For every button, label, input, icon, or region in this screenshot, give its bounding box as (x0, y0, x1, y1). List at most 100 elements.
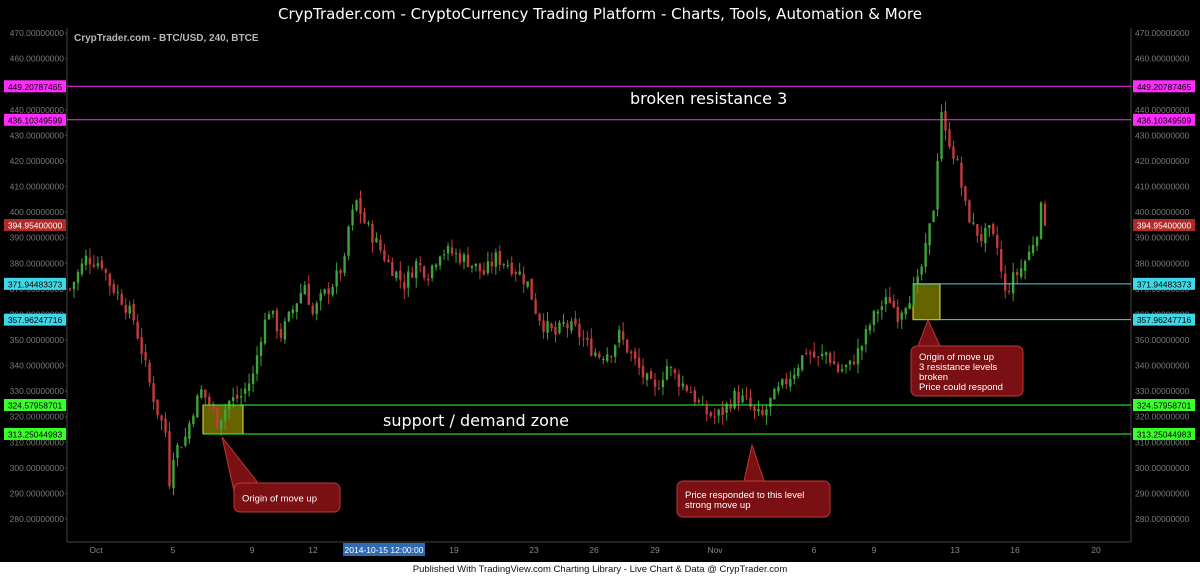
candle-body (614, 345, 617, 357)
y-tick-label-right: 430.00000000 (1135, 130, 1190, 140)
candle-body (395, 271, 398, 279)
candle-body (598, 353, 601, 358)
candle-body (578, 323, 581, 338)
candle-body (900, 312, 903, 320)
candle-body (852, 361, 856, 365)
candle-body (343, 256, 346, 273)
candle-body (606, 354, 609, 362)
y-tick-label-left: 310.00000000 (10, 437, 65, 447)
candle-body (629, 351, 633, 354)
candle-body (506, 265, 509, 267)
candle-body (745, 395, 748, 397)
candle-body (482, 270, 486, 275)
candle-body (311, 305, 314, 314)
level-badge-label: 449.20787465 (8, 82, 63, 92)
candle-body (621, 331, 625, 340)
candle-body (287, 311, 291, 321)
candle-body (470, 265, 474, 268)
y-tick-label-right: 310.00000000 (1135, 437, 1190, 447)
level-badge-label: 436.10349599 (1137, 115, 1192, 125)
candle-body (554, 326, 557, 335)
candle-body (231, 397, 235, 401)
candle-body (590, 338, 593, 356)
candles-layer (68, 101, 1047, 496)
crosshair-date-badge: 2014-10-15 12:00:00 (343, 543, 425, 556)
candle-body (319, 293, 322, 301)
candle-body (729, 404, 732, 409)
candle-body (574, 318, 577, 325)
x-tick-label: 9 (872, 545, 877, 555)
candle-body (160, 415, 163, 421)
candle-body (1043, 203, 1047, 226)
level-badge-label: 371.94483373 (1137, 279, 1192, 289)
symbol-label: CrypTrader.com - BTC/USD, 240, BTCE (74, 33, 259, 44)
candle-body (144, 351, 147, 361)
candle-body (92, 264, 96, 267)
candle-body (172, 459, 175, 489)
y-tick-label-left: 420.00000000 (10, 156, 65, 166)
candle-body (681, 383, 685, 387)
level-badge-label: 371.94483373 (8, 279, 63, 289)
candle-body (255, 355, 259, 374)
x-tick-label: 9 (250, 545, 255, 555)
candle-body (928, 223, 931, 246)
candle-body (1031, 245, 1035, 254)
candle-body (243, 388, 247, 394)
candlestick-chart[interactable]: 280.00000000 290.00000000 300.00000000 310.… (0, 28, 1200, 562)
candle-body (239, 396, 243, 398)
candle-body (72, 282, 76, 289)
price-responded-callout-box (676, 480, 831, 518)
candle-body (824, 352, 828, 356)
candle-body (984, 228, 987, 244)
y-tick-label-left: 280.00000000 (10, 514, 65, 524)
level-badge (1133, 427, 1195, 440)
level-badge (1133, 313, 1195, 326)
candle-body (267, 313, 271, 320)
y-tick-label-left: 470.00000000 (10, 28, 65, 38)
candle-body (737, 391, 740, 404)
candle-body (1011, 272, 1015, 294)
origin-right-callout-text: broken (919, 372, 948, 383)
candle-body (972, 222, 975, 224)
candle-body (454, 253, 458, 255)
candle-body (327, 288, 330, 295)
candle-body (235, 394, 239, 399)
candle-body (721, 407, 724, 416)
candle-body (793, 374, 796, 379)
y-tick-label-right: 390.00000000 (1135, 233, 1190, 243)
x-tick-label: 23 (529, 545, 539, 555)
candle-body (868, 325, 872, 331)
candle-body (379, 239, 382, 251)
level-badge (4, 427, 66, 440)
candle-body (486, 261, 490, 274)
candle-body (777, 386, 780, 392)
candle-body (693, 390, 696, 403)
crosshair-date-label: 2014-10-15 12:00:00 (345, 545, 424, 555)
candle-body (725, 403, 728, 413)
candle-body (442, 254, 446, 256)
candle-body (1019, 268, 1023, 277)
candle-body (224, 409, 227, 421)
last-price-label: 394.95400000 (1137, 221, 1192, 231)
y-tick-label-left: 290.00000000 (10, 488, 65, 498)
y-tick-label-right: 320.00000000 (1135, 412, 1190, 422)
candle-body (844, 365, 848, 368)
candle-body (546, 321, 549, 333)
candle-body (474, 263, 478, 267)
candle-body (438, 256, 442, 266)
x-tick-label: 16 (1010, 545, 1020, 555)
y-tick-label-right: 410.00000000 (1135, 182, 1190, 192)
candle-body (387, 259, 390, 262)
candle-body (812, 351, 816, 358)
candle-body (785, 378, 788, 385)
candle-body (220, 419, 223, 430)
candle-body (801, 355, 804, 370)
candle-body (247, 383, 251, 391)
last-price-badge (4, 219, 66, 232)
candle-body (864, 329, 868, 345)
level-badge-label: 357.96247716 (1137, 315, 1192, 325)
candle-body (1004, 273, 1007, 291)
candle-body (351, 209, 354, 226)
origin-right-callout-text: Origin of move up (919, 352, 994, 363)
candle-body (363, 212, 366, 224)
